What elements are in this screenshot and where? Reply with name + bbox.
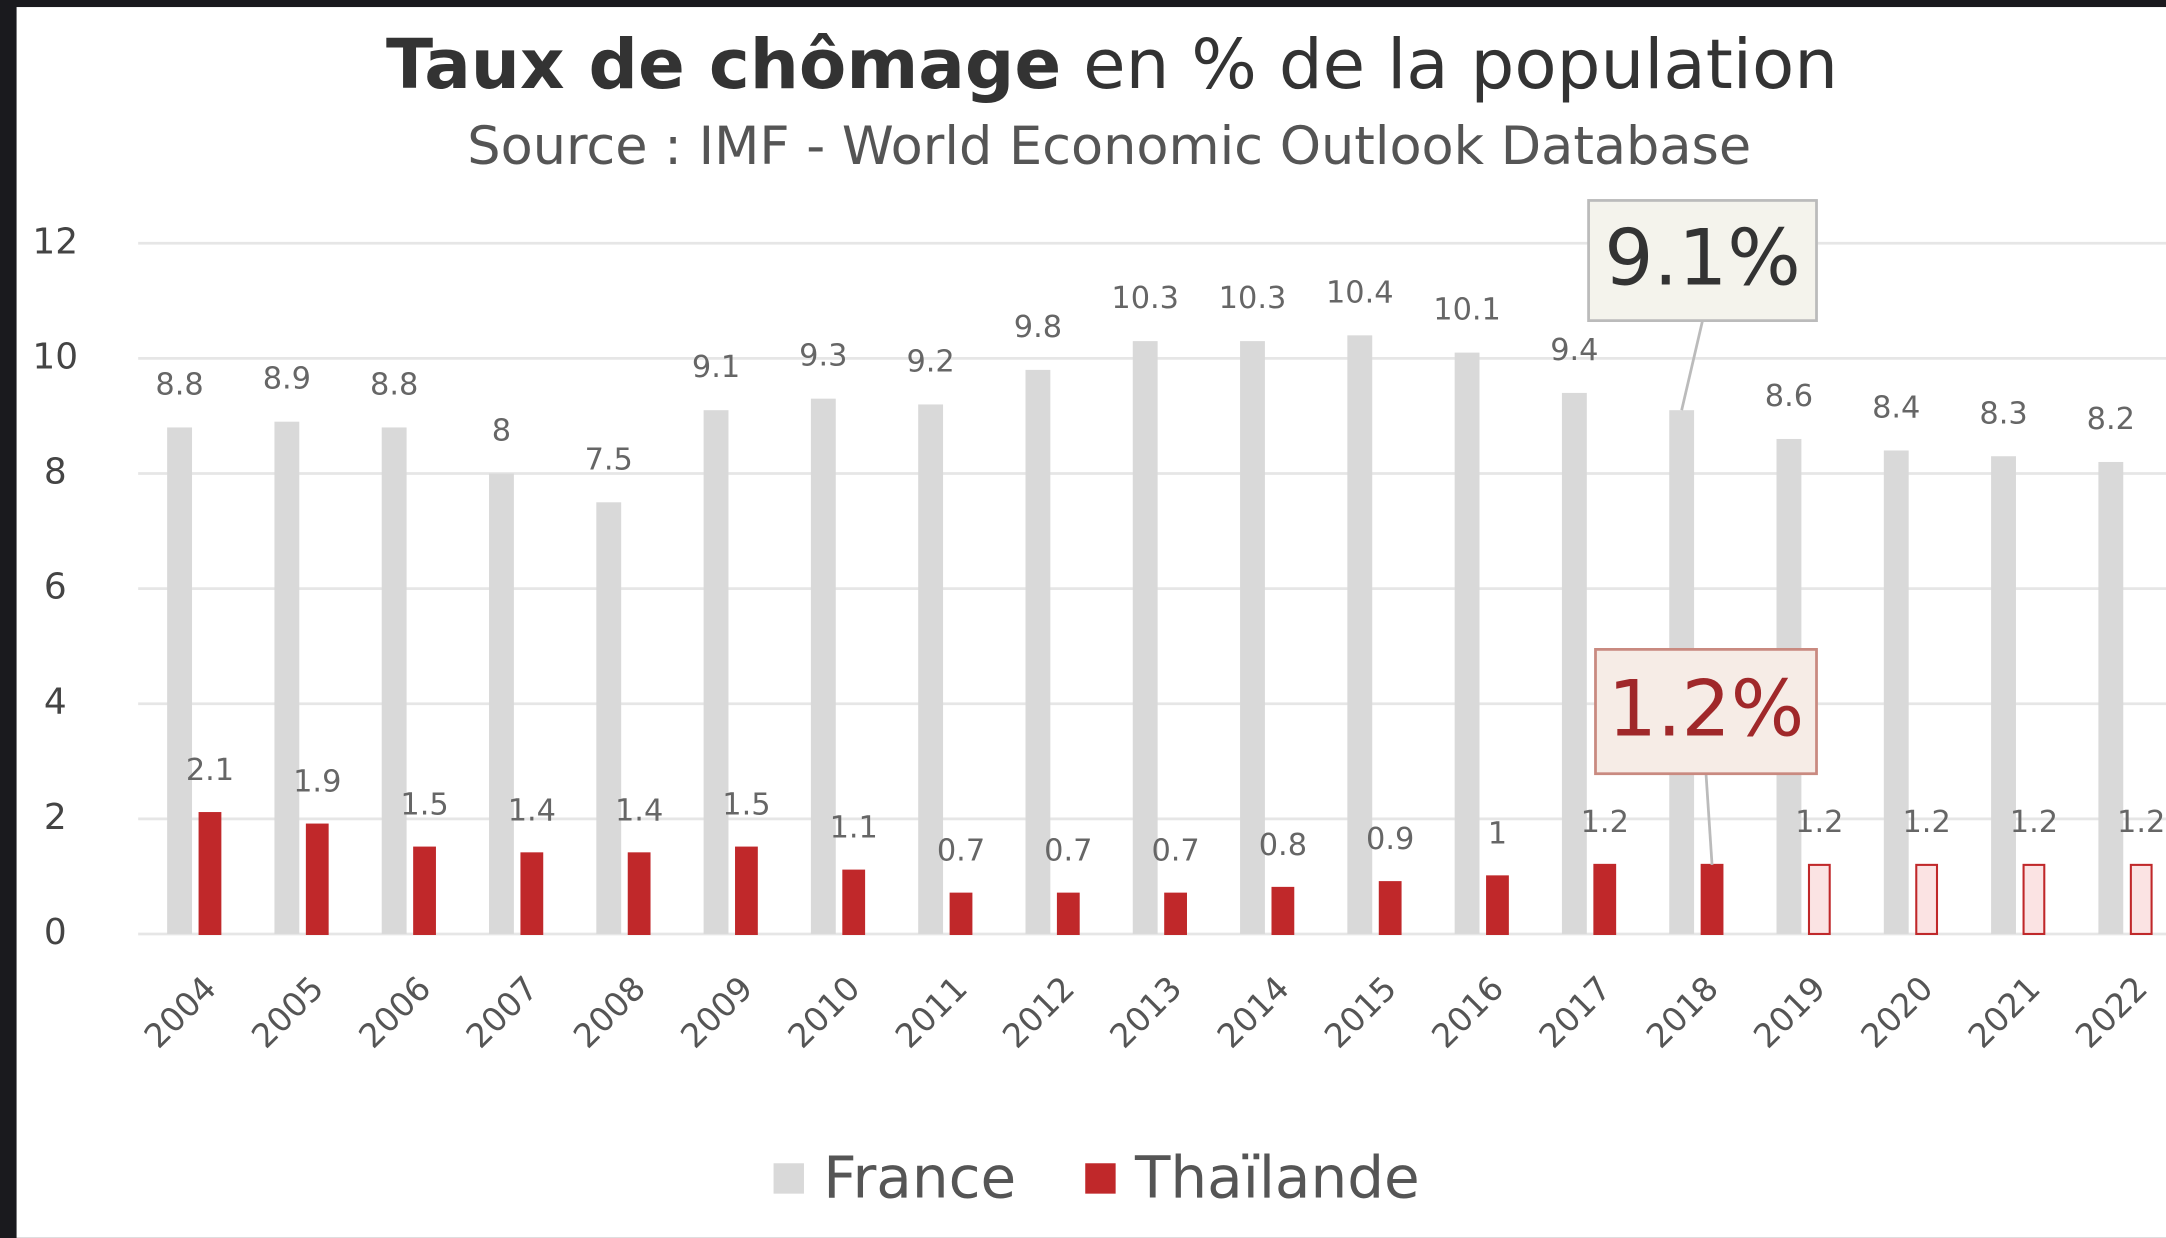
bar: [735, 846, 758, 935]
bar: [1164, 892, 1187, 935]
bar: [596, 502, 622, 934]
annotation-box: [1594, 648, 1818, 776]
y-tick-label: 10: [32, 336, 78, 377]
data-label: 8.8: [370, 368, 418, 403]
bar: [1056, 892, 1080, 935]
data-label: 8.4: [1872, 391, 1920, 426]
bar: [1915, 863, 1939, 935]
chart-background: [16, 7, 2166, 1238]
data-label: 8.8: [155, 368, 203, 403]
data-label: 10.3: [1219, 281, 1287, 316]
bar: [1883, 450, 1909, 934]
data-label: 9.1: [692, 350, 740, 385]
data-label: 9.4: [1550, 333, 1598, 368]
data-label: 2.1: [186, 753, 234, 788]
annotation-box: [1587, 199, 1818, 323]
data-label: 8.9: [263, 362, 311, 397]
data-label: 9.8: [1014, 310, 1062, 345]
bar: [810, 398, 836, 934]
annotation-pointer: [1680, 320, 1704, 411]
bar: [1807, 863, 1831, 935]
bar: [2129, 863, 2153, 935]
data-label: 10.3: [1111, 281, 1179, 316]
data-label: 1: [1488, 816, 1507, 851]
data-label: 1.5: [722, 788, 770, 823]
data-label: 1.1: [830, 811, 878, 846]
bar: [381, 427, 407, 934]
data-label: 0.7: [1044, 834, 1092, 869]
y-tick-label: 8: [44, 451, 67, 492]
annotation-text: 9.1%: [1604, 213, 1801, 303]
data-label: 8.6: [1765, 379, 1813, 414]
bar: [305, 823, 329, 935]
data-label: 1.2: [1902, 805, 1950, 840]
data-label: 0.8: [1259, 828, 1307, 863]
data-label: 1.5: [400, 788, 448, 823]
data-label: 1.2: [2117, 805, 2165, 840]
bar: [1025, 369, 1051, 934]
data-label: 9.2: [906, 344, 954, 379]
bar: [2022, 863, 2046, 935]
bar: [1991, 456, 2016, 934]
bar: [2098, 461, 2124, 934]
bar: [1132, 341, 1158, 934]
y-tick-label: 12: [32, 221, 78, 262]
bar: [949, 892, 973, 935]
title-bold: Taux de chômage: [386, 25, 1061, 105]
data-label: 1.2: [2010, 805, 2058, 840]
y-tick-label: 0: [44, 912, 67, 953]
data-label: 8.3: [1979, 396, 2027, 431]
bar: [167, 427, 193, 934]
data-label: 1.2: [1581, 805, 1629, 840]
data-label: 0.7: [1151, 834, 1199, 869]
chart-title: Taux de chômage en % de la population: [386, 25, 1838, 105]
data-label: 7.5: [585, 442, 633, 477]
data-label: 9.3: [799, 339, 847, 374]
data-label: 1.4: [615, 793, 663, 828]
bar: [520, 852, 544, 935]
bar: [274, 421, 300, 934]
y-tick-label: 4: [44, 682, 67, 723]
bar: [627, 852, 651, 935]
bar: [1271, 886, 1295, 935]
bar: [1486, 875, 1509, 935]
data-label: 1.9: [293, 765, 341, 800]
bar: [1700, 863, 1724, 935]
data-label: 8: [492, 414, 511, 449]
annotation-text: 1.2%: [1608, 664, 1804, 754]
bar: [489, 473, 514, 934]
data-label: 10.4: [1326, 275, 1394, 310]
bar: [842, 869, 866, 935]
bar: [1378, 881, 1402, 935]
data-label: 1.2: [1795, 805, 1843, 840]
legend-label: France: [823, 1143, 1016, 1211]
y-tick-label: 2: [44, 797, 67, 838]
bar: [1454, 352, 1480, 934]
data-label: 0.7: [937, 834, 985, 869]
title-rest: en % de la population: [1083, 25, 1838, 105]
bar: [1593, 863, 1617, 935]
bar: [1240, 341, 1265, 934]
annotation-pointer: [1704, 773, 1714, 865]
data-label: 8.2: [2087, 402, 2135, 437]
chart-subtitle: Source : IMF - World Economic Outlook Da…: [467, 116, 1751, 177]
data-label: 10.1: [1433, 293, 1501, 328]
bar: [918, 404, 944, 934]
bar: [703, 410, 729, 934]
bar: [1347, 335, 1373, 934]
bar: [1561, 392, 1587, 934]
bar: [198, 812, 222, 935]
legend-swatch: [1085, 1163, 1116, 1194]
data-label: 1.4: [508, 793, 556, 828]
legend-swatch: [773, 1163, 804, 1194]
data-label: 0.9: [1366, 822, 1414, 857]
y-tick-label: 6: [44, 567, 67, 608]
bar: [413, 846, 436, 935]
legend-label: Thaïlande: [1134, 1143, 1420, 1211]
